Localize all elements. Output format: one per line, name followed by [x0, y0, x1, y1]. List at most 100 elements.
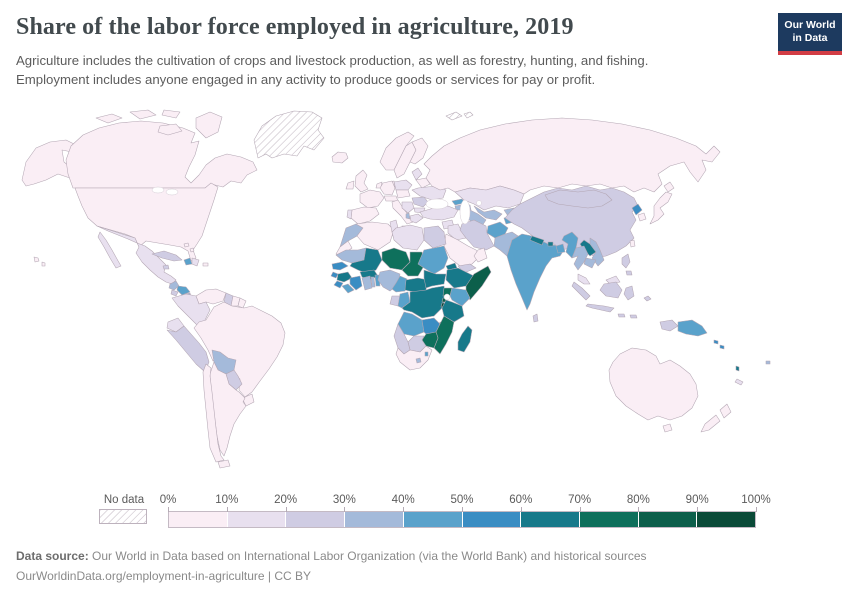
legend-bin-90-100%[interactable]	[697, 512, 756, 527]
country-ghana[interactable]	[361, 275, 373, 291]
country-algeria[interactable]	[355, 221, 395, 251]
country-india[interactable]	[506, 233, 565, 311]
country-honduras[interactable]	[176, 285, 191, 296]
country-peru[interactable]	[166, 325, 210, 373]
country-new-zealand[interactable]	[700, 403, 732, 433]
country-venezuela[interactable]	[195, 288, 227, 305]
country-poland[interactable]	[393, 179, 413, 191]
country-south-sudan[interactable]	[423, 269, 447, 289]
country-greece[interactable]	[409, 213, 424, 224]
country-bhutan[interactable]	[547, 241, 554, 247]
country-canada[interactable]	[65, 120, 258, 189]
country-eswatini[interactable]	[424, 351, 429, 357]
country-philippines[interactable]	[621, 253, 633, 276]
country-japan[interactable]	[649, 181, 675, 225]
country-spain[interactable]	[350, 206, 380, 225]
country-cuba[interactable]	[151, 250, 183, 262]
country-tasmania[interactable]	[662, 423, 673, 433]
country-hawaii[interactable]	[33, 256, 46, 267]
country-indonesia[interactable]	[571, 281, 652, 319]
country-romania[interactable]	[411, 196, 429, 208]
legend-bin-40-50%[interactable]	[403, 512, 463, 527]
country-thailand[interactable]	[571, 245, 589, 271]
country-mozambique[interactable]	[433, 315, 455, 355]
country-bahamas[interactable]	[183, 242, 195, 253]
country-bangladesh[interactable]	[555, 243, 566, 254]
country-drc[interactable]	[401, 285, 447, 319]
country-puerto-rico[interactable]	[202, 262, 209, 267]
country-papua-new-guinea[interactable]	[677, 319, 708, 337]
country-united-kingdom[interactable]	[354, 169, 369, 193]
country-egypt[interactable]	[423, 225, 447, 249]
owid-logo[interactable]: Our World in Data	[778, 13, 842, 56]
country-north-korea[interactable]	[631, 203, 643, 216]
legend-bin-60-70%[interactable]	[521, 512, 580, 527]
country-uzbekistan[interactable]	[473, 205, 503, 221]
legend-bin-30-40%[interactable]	[345, 512, 404, 527]
country-vanuatu[interactable]	[735, 365, 740, 372]
country-sierra-leone[interactable]	[333, 280, 344, 289]
country-vietnam[interactable]	[589, 237, 605, 267]
country-senegal[interactable]	[331, 261, 349, 271]
country-russia[interactable]	[423, 117, 721, 195]
country-cote-divoire[interactable]	[349, 275, 363, 291]
country-switzerland-austria[interactable]	[383, 195, 399, 202]
legend-bin-10-20%[interactable]	[227, 512, 287, 527]
country-central-europe[interactable]	[395, 189, 411, 199]
legend-bin-0-10%[interactable]	[169, 512, 228, 527]
country-guatemala[interactable]	[168, 280, 180, 291]
country-nepal[interactable]	[529, 235, 545, 246]
country-alaska[interactable]	[21, 139, 75, 187]
country-ireland[interactable]	[345, 180, 355, 190]
country-canada-arctic-islands[interactable]	[95, 109, 223, 139]
country-liberia[interactable]	[341, 283, 355, 294]
country-guinea[interactable]	[336, 271, 353, 283]
country-new-caledonia[interactable]	[734, 378, 744, 386]
country-tanzania[interactable]	[441, 299, 465, 323]
country-togo[interactable]	[370, 276, 376, 288]
country-finland[interactable]	[409, 137, 429, 165]
country-taiwan[interactable]	[629, 239, 636, 248]
country-iran[interactable]	[459, 219, 495, 251]
legend-bin-70-80%[interactable]	[579, 512, 639, 527]
country-brazil[interactable]	[193, 301, 286, 398]
country-oman[interactable]	[473, 247, 488, 263]
legend-bin-20-30%[interactable]	[286, 512, 346, 527]
country-france[interactable]	[359, 189, 385, 209]
country-balkans[interactable]	[401, 201, 415, 214]
country-saudi-arabia[interactable]	[443, 233, 481, 267]
country-colombia[interactable]	[171, 293, 211, 329]
country-svalbard[interactable]	[445, 111, 474, 121]
legend-bin-50-60%[interactable]	[462, 512, 522, 527]
country-libya[interactable]	[391, 224, 425, 251]
country-belarus[interactable]	[415, 177, 431, 189]
country-greenland[interactable]	[253, 110, 325, 159]
country-mexico-baja[interactable]	[97, 231, 122, 269]
country-sri-lanka[interactable]	[532, 313, 539, 323]
country-mongolia[interactable]	[544, 189, 613, 209]
country-south-africa[interactable]	[395, 345, 433, 371]
country-somalia[interactable]	[465, 265, 492, 301]
country-madagascar[interactable]	[457, 325, 473, 353]
country-sudan[interactable]	[417, 245, 449, 275]
country-dominican-republic[interactable]	[191, 257, 200, 267]
country-west-papua[interactable]	[659, 319, 679, 332]
no-data-swatch[interactable]	[99, 509, 147, 524]
country-chile[interactable]	[202, 363, 225, 463]
country-mali[interactable]	[349, 247, 383, 275]
country-fiji[interactable]	[765, 360, 771, 365]
country-baltics[interactable]	[411, 167, 423, 181]
country-australia[interactable]	[608, 347, 699, 421]
country-lesotho[interactable]	[415, 357, 422, 364]
country-mexico[interactable]	[96, 225, 177, 285]
country-norway[interactable]	[379, 131, 415, 171]
country-cameroon[interactable]	[391, 275, 408, 293]
country-jamaica[interactable]	[162, 264, 170, 270]
country-solomon-islands[interactable]	[713, 339, 725, 350]
country-germany[interactable]	[379, 180, 396, 196]
legend-bin-80-90%[interactable]	[638, 512, 698, 527]
country-el-salvador[interactable]	[170, 289, 179, 297]
country-tierra-del-fuego[interactable]	[217, 459, 231, 469]
country-portugal[interactable]	[346, 209, 353, 220]
country-guinea-bissau[interactable]	[330, 271, 339, 279]
